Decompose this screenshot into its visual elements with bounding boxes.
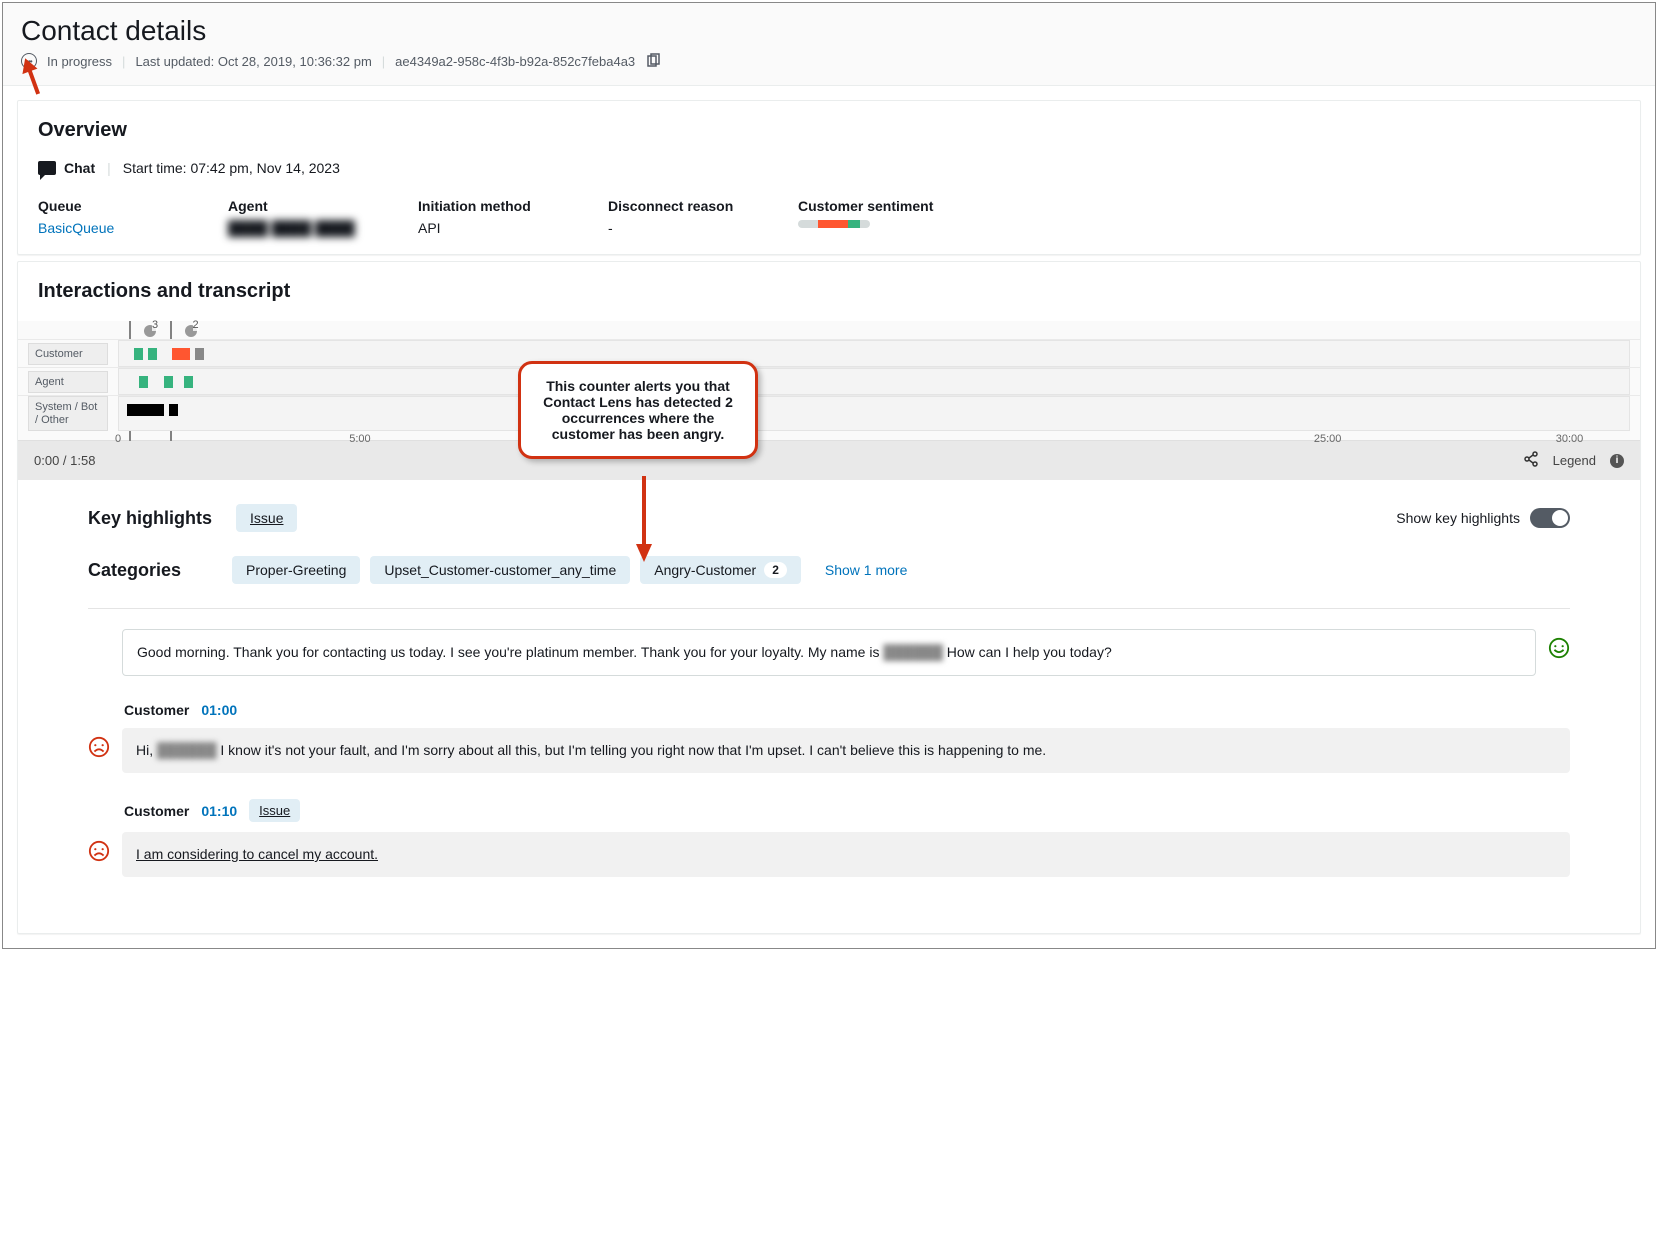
timeline[interactable]: 32 Customer Agent System / Bot / Other 0… (18, 321, 1640, 441)
contact-id: ae4349a2-958c-4f3b-b92a-852c7feba4a3 (395, 54, 635, 69)
info-icon[interactable]: i (1610, 454, 1624, 468)
categories-label: Categories (88, 560, 208, 581)
frown-icon (88, 840, 110, 862)
category-pill[interactable]: Angry-Customer 2 (640, 556, 801, 584)
chat-info-row: Chat | Start time: 07:42 pm, Nov 14, 202… (38, 160, 1620, 176)
smile-icon (1548, 637, 1570, 662)
category-pill[interactable]: Upset_Customer-customer_any_time (370, 556, 630, 584)
timestamp-link[interactable]: 01:00 (201, 702, 237, 718)
tl-row-system: System / Bot / Other (18, 395, 1640, 431)
agent-message: Good morning. Thank you for contacting u… (88, 629, 1570, 676)
timeline-wrap: 32 Customer Agent System / Bot / Other 0… (18, 321, 1640, 480)
interactions-panel: Interactions and transcript 32 Customer … (17, 261, 1641, 934)
chat-icon (38, 161, 56, 175)
sentiment-bar (798, 220, 870, 228)
issue-pill[interactable]: Issue (236, 504, 297, 532)
agent-value: ████ ████ ████ (228, 220, 378, 236)
customer-message-box: Hi, ██████ I know it's not your fault, a… (122, 728, 1570, 773)
agent-message-box: Good morning. Thank you for contacting u… (122, 629, 1536, 676)
status-icon: ••• (21, 53, 37, 69)
overview-panel: Overview Chat | Start time: 07:42 pm, No… (17, 100, 1641, 255)
callout-box: This counter alerts you that Contact Len… (518, 361, 758, 459)
toggle-row: Show key highlights (1396, 508, 1570, 528)
share-icon[interactable] (1523, 451, 1539, 470)
issue-tag[interactable]: Issue (249, 799, 300, 822)
tl-row-agent: Agent (18, 367, 1640, 395)
chat-label: Chat (64, 160, 95, 176)
legend-label[interactable]: Legend (1553, 453, 1596, 468)
timeline-axis: 05:0010:0025:0030:00 (118, 431, 1630, 451)
status-label: In progress (47, 54, 112, 69)
meta-row: ••• In progress | Last updated: Oct 28, … (21, 53, 1637, 69)
last-updated: Last updated: Oct 28, 2019, 10:36:32 pm (135, 54, 371, 69)
page-title: Contact details (21, 15, 1637, 47)
copy-icon[interactable] (645, 53, 661, 69)
frown-icon (88, 736, 110, 758)
ov-disconnect: Disconnect reason - (608, 198, 758, 236)
page: Contact details ••• In progress | Last u… (2, 2, 1656, 949)
ov-init: Initiation method API (418, 198, 568, 236)
customer-message-2: Customer 01:10 Issue I am considering to… (88, 799, 1570, 877)
toggle-label: Show key highlights (1396, 510, 1520, 526)
playback-position: 0:00 / 1:58 (34, 453, 95, 468)
category-pill[interactable]: Proper-Greeting (232, 556, 360, 584)
key-highlights-label: Key highlights (88, 508, 212, 529)
page-header: Contact details ••• In progress | Last u… (3, 3, 1655, 86)
transcript-section: Key highlights Issue Show key highlights… (38, 480, 1620, 933)
customer-message-1: Customer 01:00 Hi, ██████ I know it's no… (88, 702, 1570, 773)
queue-link[interactable]: BasicQueue (38, 220, 188, 236)
tl-row-customer: Customer (18, 339, 1640, 367)
customer-message-box: I am considering to cancel my account. (122, 832, 1570, 877)
categories-row: Categories Proper-Greeting Upset_Customer… (88, 556, 1570, 584)
overview-title: Overview (38, 119, 1620, 142)
ov-queue: Queue BasicQueue (38, 198, 188, 236)
ov-agent: Agent ████ ████ ████ (228, 198, 378, 236)
timestamp-link[interactable]: 01:10 (201, 803, 237, 819)
overview-grid: Queue BasicQueue Agent ████ ████ ████ In… (38, 198, 1620, 236)
highlights-toggle[interactable] (1530, 508, 1570, 528)
ov-sentiment: Customer sentiment (798, 198, 978, 236)
start-time: Start time: 07:42 pm, Nov 14, 2023 (123, 160, 340, 176)
show-more-link[interactable]: Show 1 more (825, 562, 907, 578)
interactions-title: Interactions and transcript (38, 280, 1620, 303)
callout-arrow-icon (634, 476, 654, 566)
